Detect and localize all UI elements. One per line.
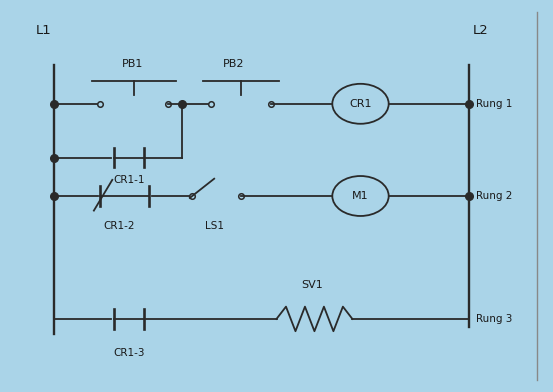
Text: CR1-3: CR1-3 xyxy=(113,348,145,358)
Text: SV1: SV1 xyxy=(301,280,322,290)
Text: PB2: PB2 xyxy=(222,59,244,69)
Text: PB1: PB1 xyxy=(122,59,144,69)
Text: Rung 1: Rung 1 xyxy=(476,99,512,109)
Text: CR1-2: CR1-2 xyxy=(103,221,135,231)
Text: LS1: LS1 xyxy=(205,221,223,231)
Text: CR1: CR1 xyxy=(349,99,372,109)
Text: CR1-1: CR1-1 xyxy=(113,175,145,185)
Text: L1: L1 xyxy=(35,24,51,37)
Text: L2: L2 xyxy=(473,24,488,37)
Text: M1: M1 xyxy=(352,191,369,201)
Text: Rung 2: Rung 2 xyxy=(476,191,512,201)
Text: Rung 3: Rung 3 xyxy=(476,314,512,324)
